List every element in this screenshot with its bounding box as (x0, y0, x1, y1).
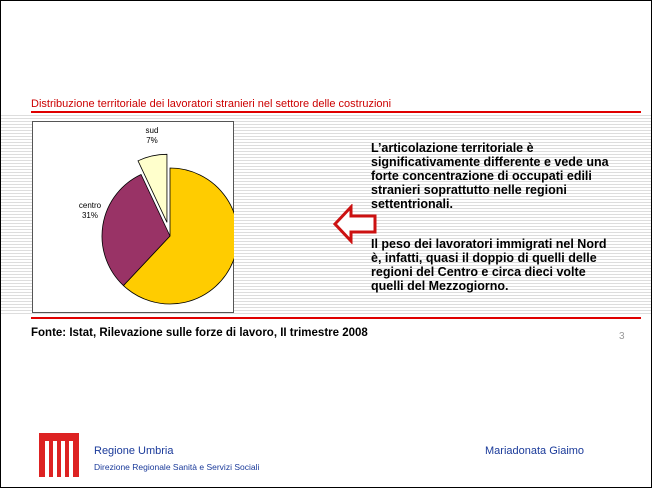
paragraph: L’articolazione territoriale è significat… (371, 141, 609, 211)
text-line: regioni del Centro e circa dieci volte (371, 265, 586, 279)
text-line: quelli del Mezzogiorno. (371, 279, 509, 293)
source: Fonte: Istat, Rilevazione sulle forze di… (31, 327, 368, 339)
slice-value: 7% (146, 136, 158, 145)
logo-bar (45, 441, 49, 477)
author: Mariadonata Giaimo (485, 445, 585, 457)
slice-name: centro (79, 201, 102, 210)
text-line: L’articolazione territoriale è (371, 141, 534, 155)
text-line: significativamente differente e vede una (371, 155, 609, 169)
pie-slice (137, 153, 168, 223)
text-line: è, infatti, quasi il doppio di quelli de… (371, 251, 597, 265)
text-line: Il peso dei lavoratori immigrati nel Nor… (371, 237, 607, 251)
logo-bar (69, 441, 73, 477)
pie-slice (101, 173, 171, 287)
logo-bar (61, 441, 65, 477)
slide-title: Distribuzione territoriale dei lavorator… (31, 98, 392, 110)
text-line: forte concentrazione di occupati edili (371, 169, 592, 183)
slice-value: 31% (82, 211, 98, 220)
arrow-shape (333, 204, 377, 244)
arrow (333, 204, 377, 244)
page-number: 3 (619, 331, 625, 342)
rule (31, 111, 641, 113)
text-line: stranieri soprattutto nelle regioni (371, 183, 567, 197)
dept: Direzione Regionale Sanità e Servizi Soc… (94, 462, 260, 472)
text-line: settentrionali. (371, 197, 453, 211)
pie-slice (122, 167, 234, 305)
rule (31, 317, 641, 319)
org: Regione Umbria (94, 445, 174, 457)
logo (39, 433, 79, 477)
paragraph: Il peso dei lavoratori immigrati nel Nor… (371, 237, 606, 293)
logo-bar (53, 441, 57, 477)
slice-name: sud (146, 126, 159, 135)
